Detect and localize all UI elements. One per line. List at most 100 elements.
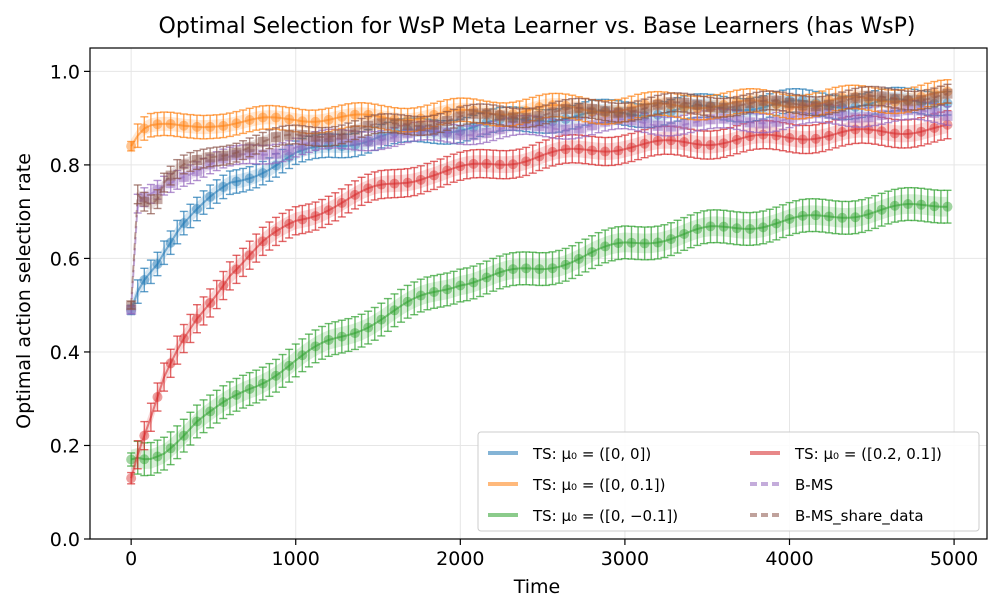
- data-point: [810, 210, 821, 221]
- data-point: [692, 224, 703, 235]
- data-point: [876, 109, 887, 120]
- data-point: [178, 218, 189, 229]
- data-point: [218, 150, 229, 161]
- data-point: [639, 118, 650, 129]
- data-point: [679, 97, 690, 108]
- data-point: [810, 101, 821, 112]
- data-point: [494, 159, 505, 170]
- data-point: [178, 171, 189, 182]
- data-point: [323, 131, 334, 142]
- data-point: [139, 274, 150, 285]
- data-point: [323, 205, 334, 216]
- data-point: [284, 129, 295, 140]
- data-point: [613, 145, 624, 156]
- data-point: [455, 129, 466, 140]
- data-point: [389, 305, 400, 316]
- data-point: [389, 118, 400, 129]
- data-point: [560, 144, 571, 155]
- data-point: [376, 118, 387, 129]
- data-point: [349, 328, 360, 339]
- data-point: [534, 264, 545, 275]
- data-point: [336, 129, 347, 140]
- data-point: [481, 108, 492, 119]
- data-point: [231, 118, 242, 129]
- data-point: [586, 120, 597, 131]
- data-point: [929, 107, 940, 118]
- data-point: [876, 204, 887, 215]
- y-tick-label: 0.6: [50, 248, 80, 270]
- data-point: [797, 134, 808, 145]
- data-point: [284, 360, 295, 371]
- data-point: [916, 126, 927, 137]
- data-point: [165, 170, 176, 181]
- data-point: [178, 120, 189, 131]
- data-point: [442, 115, 453, 126]
- data-point: [652, 135, 663, 146]
- data-point: [205, 297, 216, 308]
- data-point: [560, 104, 571, 115]
- x-axis-title: Time: [513, 576, 561, 598]
- data-point: [455, 161, 466, 172]
- data-point: [652, 120, 663, 131]
- data-point: [916, 105, 927, 116]
- data-point: [415, 174, 426, 185]
- data-point: [521, 156, 532, 167]
- data-point: [494, 267, 505, 278]
- data-point: [297, 214, 308, 225]
- y-tick-label: 1.0: [50, 61, 80, 83]
- data-point: [310, 131, 321, 142]
- data-point: [257, 236, 268, 247]
- data-point: [468, 108, 479, 119]
- data-point: [257, 112, 268, 123]
- ticks: 0 1000 2000 3000 4000 5000 0.0 0.2 0.4 0.6 0.8 1.0: [50, 61, 978, 570]
- data-point: [494, 110, 505, 121]
- data-point: [297, 140, 308, 151]
- data-point: [784, 213, 795, 224]
- data-point: [297, 130, 308, 141]
- data-point: [797, 100, 808, 111]
- data-point: [810, 133, 821, 144]
- data-point: [468, 130, 479, 141]
- data-point: [402, 120, 413, 131]
- data-point: [284, 145, 295, 156]
- data-point: [218, 181, 229, 192]
- data-point: [310, 341, 321, 352]
- data-point: [902, 199, 913, 210]
- data-point: [547, 107, 558, 118]
- data-point: [889, 93, 900, 104]
- data-point: [665, 121, 676, 132]
- data-point: [613, 238, 624, 249]
- data-point: [178, 430, 189, 441]
- data-point: [336, 331, 347, 342]
- plot-area: [126, 79, 953, 487]
- data-point: [718, 138, 729, 149]
- data-point: [718, 221, 729, 232]
- data-point: [863, 90, 874, 101]
- data-point: [455, 111, 466, 122]
- data-point: [336, 197, 347, 208]
- data-point: [152, 119, 163, 130]
- data-point: [521, 113, 532, 124]
- data-point: [521, 263, 532, 274]
- data-point: [823, 130, 834, 141]
- data-point: [376, 179, 387, 190]
- data-point: [152, 258, 163, 269]
- legend-label: B-MS: [795, 476, 833, 494]
- data-point: [231, 389, 242, 400]
- data-point: [573, 123, 584, 134]
- data-point: [889, 200, 900, 211]
- data-point: [665, 234, 676, 245]
- data-point: [323, 114, 334, 125]
- data-point: [139, 454, 150, 465]
- data-point: [534, 121, 545, 132]
- data-point: [218, 120, 229, 131]
- data-point: [231, 264, 242, 275]
- data-point: [455, 280, 466, 291]
- data-point: [929, 123, 940, 134]
- data-point: [349, 189, 360, 200]
- data-point: [692, 139, 703, 150]
- data-point: [165, 237, 176, 248]
- data-point: [257, 378, 268, 389]
- data-point: [244, 142, 255, 153]
- data-point: [178, 159, 189, 170]
